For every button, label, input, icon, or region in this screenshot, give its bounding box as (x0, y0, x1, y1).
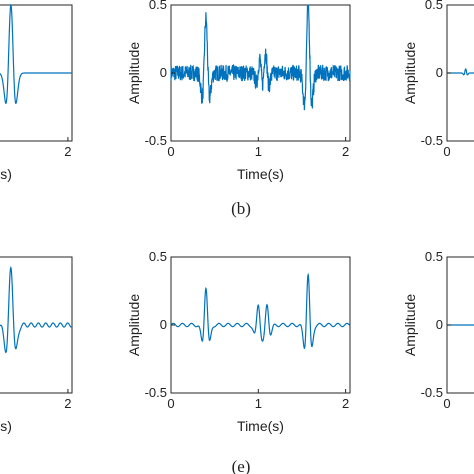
series-line (0, 3, 72, 105)
x-tick-label: 0 (167, 396, 174, 411)
y-tick-label: -0.5 (145, 385, 167, 400)
x-axis-label: Time(s) (237, 166, 284, 182)
x-tick-label: 1 (255, 144, 262, 159)
x-axis-label: Time(s) (237, 418, 284, 434)
subplot-bottom-left: 2 Time(s) (0, 256, 73, 434)
x-axis-label: Time(s) (0, 418, 12, 434)
x-tick-label: 0 (167, 144, 174, 159)
x-tick-label: 0 (443, 144, 450, 159)
y-tick-label: -0.5 (421, 385, 443, 400)
x-tick-label: 2 (342, 144, 349, 159)
x-tick-label: 2 (342, 396, 349, 411)
y-axis-label: Amplitude (402, 42, 418, 104)
series-line (447, 68, 474, 76)
y-tick-label: 0.5 (149, 249, 167, 264)
y-axis-label: Amplitude (126, 42, 142, 104)
y-tick-label: 0 (160, 65, 167, 80)
y-tick-label: 0.5 (425, 249, 443, 264)
y-tick-label: 0.5 (149, 0, 167, 12)
x-axis-label: Time(s) (0, 166, 12, 182)
series-line (170, 4, 351, 111)
y-tick-label: -0.5 (145, 133, 167, 148)
panel-label-e: (e) (232, 457, 251, 474)
x-tick-label: 1 (255, 396, 262, 411)
x-tick-label: 2 (64, 396, 71, 411)
x-tick-label: 0 (443, 396, 450, 411)
y-tick-label: 0.5 (425, 0, 443, 12)
y-tick-label: 0 (436, 317, 443, 332)
subplot-top-left: 2 Time(s) (0, 3, 73, 182)
y-tick-label: 0 (436, 65, 443, 80)
y-axis-label: Amplitude (126, 294, 142, 356)
y-axis-label: Amplitude (402, 294, 418, 356)
series-line (0, 266, 73, 354)
y-tick-label: 0 (160, 317, 167, 332)
axes-frame (0, 256, 73, 394)
panel-label-b: (b) (231, 199, 251, 218)
series-line (170, 272, 351, 350)
x-tick-label: 2 (64, 144, 71, 159)
y-tick-label: -0.5 (421, 133, 443, 148)
